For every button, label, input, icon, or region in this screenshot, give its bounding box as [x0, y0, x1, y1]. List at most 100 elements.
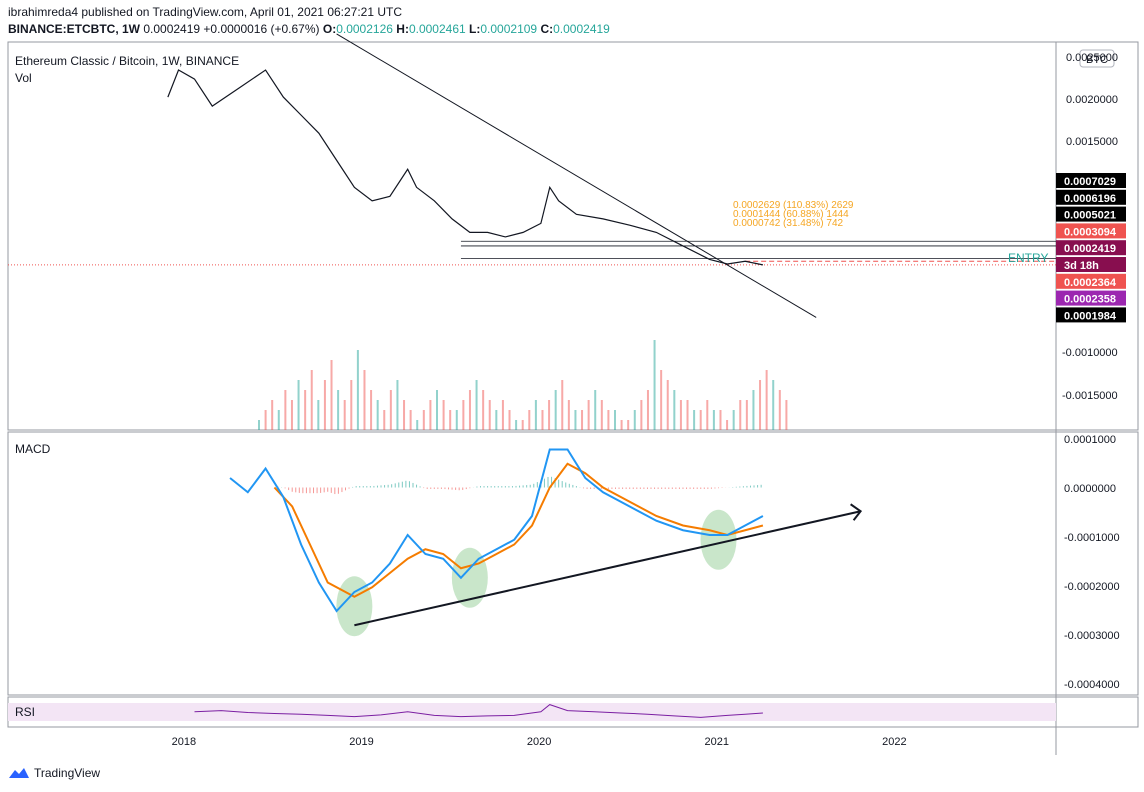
volume-bar	[785, 400, 788, 430]
volume-bar	[732, 410, 735, 430]
volume-bar	[271, 400, 274, 430]
volume-bar	[304, 390, 307, 430]
volume-bar	[515, 420, 518, 430]
macd-line	[229, 448, 764, 613]
currency-button-frame	[1079, 49, 1115, 68]
volume-bar	[706, 400, 709, 430]
price-label: 0.0006196	[1064, 193, 1116, 205]
time-axis-tick: 2022	[882, 736, 906, 748]
entry-annotation: ENTRY	[1008, 251, 1048, 265]
rsi-band	[8, 703, 1056, 721]
highlight-ellipse	[700, 509, 737, 570]
volume-bar	[772, 380, 775, 430]
footer: TradingView	[8, 766, 100, 780]
close-value: 0.0002419	[553, 22, 610, 36]
price-label-box	[1056, 206, 1126, 222]
currency-button[interactable]: BTC	[1079, 49, 1115, 68]
volume-bar	[363, 370, 366, 430]
volume-bar	[488, 400, 491, 430]
volume-bar	[745, 400, 748, 430]
low-label: L:	[469, 22, 481, 36]
volume-bar	[581, 410, 584, 430]
price-label-box	[1056, 273, 1126, 289]
volume-bar	[561, 380, 564, 430]
volume-bar	[541, 410, 544, 430]
ohlc-bar: BINANCE:ETCBTC, 1W 0.0002419 +0.0000016 …	[8, 22, 610, 36]
price-label: 0.0002364	[1064, 277, 1117, 289]
volume-bar	[396, 380, 399, 430]
volume-bar	[765, 370, 768, 430]
price-label: 3d 18h	[1064, 260, 1099, 272]
macd-pane-frame	[7, 431, 1139, 696]
time-axis-tick: 2021	[705, 736, 729, 748]
volume-bar	[759, 380, 762, 430]
volume-bar	[640, 400, 643, 430]
volume-bar	[633, 410, 636, 430]
volume-bar	[528, 410, 531, 430]
volume-bar	[548, 400, 551, 430]
volume-bar	[383, 410, 386, 430]
symbol-label[interactable]: BINANCE:ETCBTC, 1W	[8, 22, 140, 36]
volume-bar	[752, 390, 755, 430]
volume-bar	[370, 390, 373, 430]
volume-bar	[620, 420, 623, 430]
volume-bar	[343, 400, 346, 430]
volume-bar	[403, 400, 406, 430]
volume-bar	[455, 410, 458, 430]
publish-info: ibrahimreda4 published on TradingView.co…	[8, 5, 403, 19]
fib-label: 0.0000742 (31.48%) 742	[733, 218, 844, 229]
volume-bar	[422, 410, 425, 430]
volume-bar	[310, 370, 313, 430]
volume-bar	[468, 390, 471, 430]
volume-bar	[436, 390, 438, 430]
volume-bar	[627, 420, 630, 430]
volume-bar	[594, 390, 597, 430]
divergence-arrow-line	[354, 510, 861, 627]
volume-bar	[350, 380, 353, 430]
volume-bar	[376, 400, 379, 430]
tradingview-brand[interactable]: TradingView	[34, 766, 101, 780]
price-label: 0.0005021	[1064, 210, 1116, 222]
volume-bar	[462, 400, 465, 430]
price-label-box	[1056, 307, 1126, 323]
price-label: 0.0002419	[1064, 243, 1116, 255]
volume-bar	[660, 370, 663, 430]
price-label-box	[1056, 240, 1126, 256]
volume-bar	[317, 400, 320, 430]
volume-bar	[679, 400, 682, 430]
currency-button-label: BTC	[1086, 54, 1108, 66]
volume-bar	[323, 380, 326, 430]
volume-bar	[600, 400, 603, 430]
volume-bar	[719, 410, 722, 430]
volume-bar	[330, 360, 333, 430]
volume-bar	[277, 410, 280, 430]
open-value: 0.0002126	[336, 22, 393, 36]
volume-bar	[739, 400, 742, 430]
price-label-box	[1056, 189, 1126, 205]
signal-line	[273, 462, 764, 598]
price-label: 0.0003094	[1064, 226, 1117, 238]
volume-bar	[495, 410, 498, 430]
volume-bar	[264, 410, 267, 430]
volume-bar	[258, 420, 260, 430]
volume-bar	[614, 410, 616, 430]
time-axis-tick: 2019	[349, 736, 373, 748]
high-label: H:	[396, 22, 409, 36]
macd-axis-tick: 0.0000000	[1064, 483, 1116, 495]
volume-bar	[337, 390, 340, 430]
volume-bar	[429, 400, 432, 430]
macd-axis-tick: -0.0003000	[1064, 630, 1120, 642]
volume-bar	[726, 420, 729, 430]
volume-bar	[501, 400, 504, 430]
volume-bar	[508, 410, 511, 430]
macd-axis-tick: 0.0001000	[1064, 434, 1116, 446]
volume-bar	[607, 410, 610, 430]
volume-bar	[534, 400, 537, 430]
chart-canvas[interactable]: Ethereum Classic / Bitcoin, 1W, BINANCE V…	[0, 0, 1144, 760]
macd-axis-tick: -0.0001000	[1064, 532, 1120, 544]
volume-bar	[587, 400, 590, 430]
fib-label: 0.0001444 (60.88%) 1444	[733, 209, 849, 220]
volume-bar	[686, 400, 689, 430]
volume-label: Vol	[15, 71, 32, 85]
price-chart-title: Ethereum Classic / Bitcoin, 1W, BINANCE	[15, 54, 239, 68]
